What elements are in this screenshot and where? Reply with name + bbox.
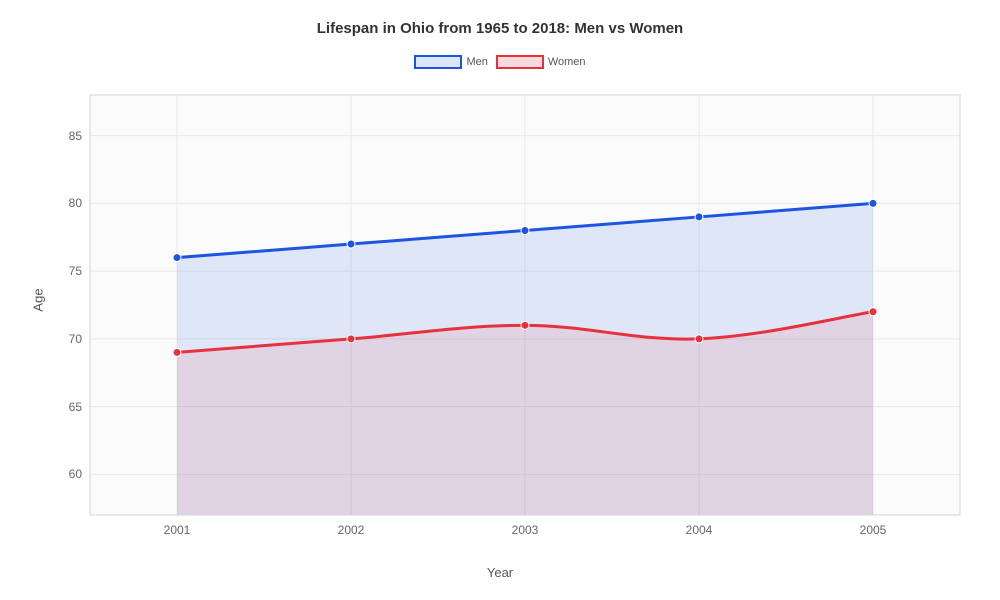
y-tick-label: 85 [69,129,90,143]
y-tick-label: 75 [69,264,90,278]
legend: Men Women [0,55,1000,69]
marker-women[interactable] [521,321,529,329]
x-tick-label: 2002 [338,515,365,537]
marker-men[interactable] [173,254,181,262]
marker-men[interactable] [521,226,529,234]
legend-label-women: Women [548,56,586,68]
x-tick-label: 2003 [512,515,539,537]
plot-area: 606570758085 20012002200320042005 [90,95,960,515]
marker-men[interactable] [695,213,703,221]
x-axis-label: Year [487,565,513,580]
y-tick-label: 70 [69,332,90,346]
marker-men[interactable] [347,240,355,248]
plot-svg [90,95,960,515]
y-axis-label: Age [31,288,46,311]
legend-label-men: Men [466,56,487,68]
y-tick-label: 80 [69,196,90,210]
legend-swatch-men [414,55,462,69]
legend-swatch-women [496,55,544,69]
x-tick-label: 2001 [164,515,191,537]
marker-women[interactable] [347,335,355,343]
y-tick-label: 65 [69,400,90,414]
legend-item-men[interactable]: Men [414,55,487,69]
legend-item-women[interactable]: Women [496,55,586,69]
chart-title: Lifespan in Ohio from 1965 to 2018: Men … [0,0,1000,37]
marker-women[interactable] [695,335,703,343]
x-tick-label: 2005 [860,515,887,537]
x-tick-label: 2004 [686,515,713,537]
marker-women[interactable] [869,308,877,316]
marker-women[interactable] [173,348,181,356]
marker-men[interactable] [869,199,877,207]
y-tick-label: 60 [69,467,90,481]
chart-container: Lifespan in Ohio from 1965 to 2018: Men … [0,0,1000,600]
